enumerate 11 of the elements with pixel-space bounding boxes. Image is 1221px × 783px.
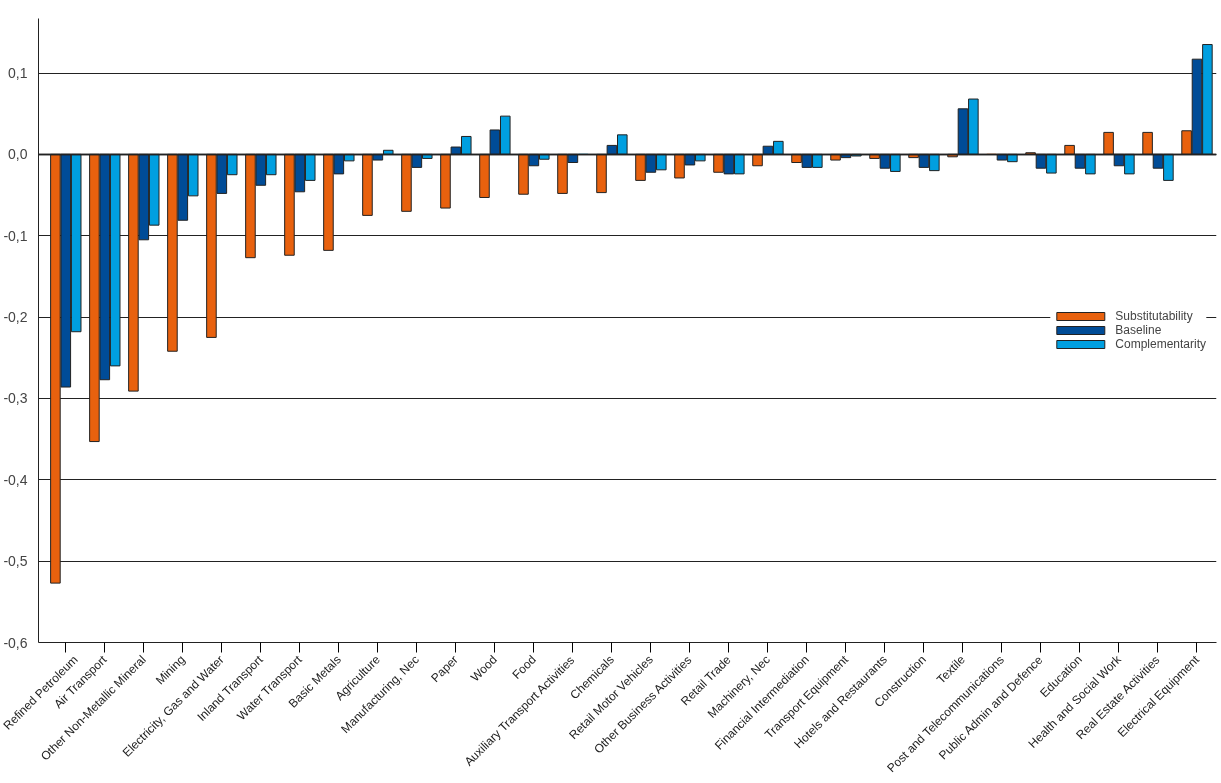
y-tick-label: -0,3 [3, 390, 28, 407]
y-tick-label: -0,6 [3, 634, 28, 651]
legend-label: Baseline [1115, 323, 1162, 337]
legend-label: Complementarity [1115, 337, 1206, 351]
y-tick-label: 0,0 [8, 146, 28, 163]
legend-label: Substitutability [1115, 309, 1193, 323]
y-tick-label: 0,1 [8, 65, 28, 82]
y-tick-label: -0,4 [3, 471, 28, 488]
y-tick-label: -0,1 [3, 227, 28, 244]
y-tick-label: -0,5 [3, 553, 28, 570]
y-tick-label: -0,2 [3, 309, 28, 326]
